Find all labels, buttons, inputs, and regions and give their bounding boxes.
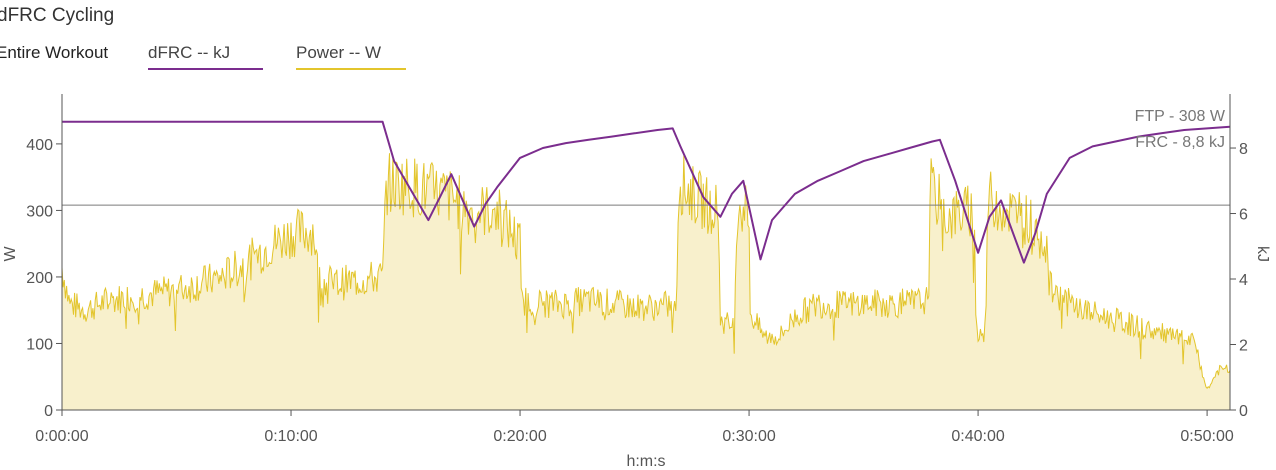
y-left-tick-label: 0: [44, 403, 53, 420]
y-axis-left-label: W: [2, 246, 19, 262]
dfrc-series: [62, 120, 1231, 264]
y-left-tick-label: 100: [26, 336, 53, 353]
y-right-tick-label: 2: [1239, 338, 1248, 355]
y-axis-right-label: kJ: [1254, 246, 1271, 262]
legend-item-dfrc[interactable]: dFRC -- kJ: [148, 43, 263, 70]
legend-swatch-dfrc: [148, 68, 263, 70]
x-tick-label: 0:20:00: [493, 428, 546, 445]
x-tick-label: 0:30:00: [722, 428, 775, 445]
y-left-tick-label: 200: [26, 270, 53, 287]
range-selector[interactable]: Entire Workout: [0, 43, 109, 62]
chart-title: dFRC Cycling: [0, 5, 115, 26]
y-left-tick-label: 300: [26, 203, 53, 220]
y-right-tick-label: 4: [1239, 272, 1248, 289]
y-right-tick-label: 6: [1239, 207, 1248, 224]
x-tick-label: 0:00:00: [35, 428, 88, 445]
x-axis-label: h:m:s: [626, 453, 665, 470]
x-tick-label: 0:10:00: [264, 428, 317, 445]
dfrc-line: [62, 120, 1231, 264]
x-tick-label: 0:40:00: [951, 428, 1004, 445]
legend-item-power[interactable]: Power -- W: [296, 43, 406, 70]
x-tick-label: 0:50:00: [1180, 428, 1233, 445]
ftp-annotation: FTP - 308 W: [1135, 108, 1226, 125]
legend-swatch-power: [296, 68, 406, 70]
y-left-tick-label: 400: [26, 137, 53, 154]
power-series: [61, 153, 1231, 410]
power-line: [61, 153, 1231, 389]
power-area: [62, 153, 1230, 410]
legend-label-power: Power -- W: [296, 43, 381, 62]
axes: 0 100 200 300 400 0 2 4 6 8 0:00:00 0:10:00 0:20:00 0…: [26, 94, 1248, 445]
frc-annotation: FRC - 8,8 kJ: [1135, 134, 1225, 151]
y-right-tick-label: 0: [1239, 403, 1248, 420]
legend-label-dfrc: dFRC -- kJ: [148, 43, 231, 62]
y-right-tick-label: 8: [1239, 141, 1248, 158]
